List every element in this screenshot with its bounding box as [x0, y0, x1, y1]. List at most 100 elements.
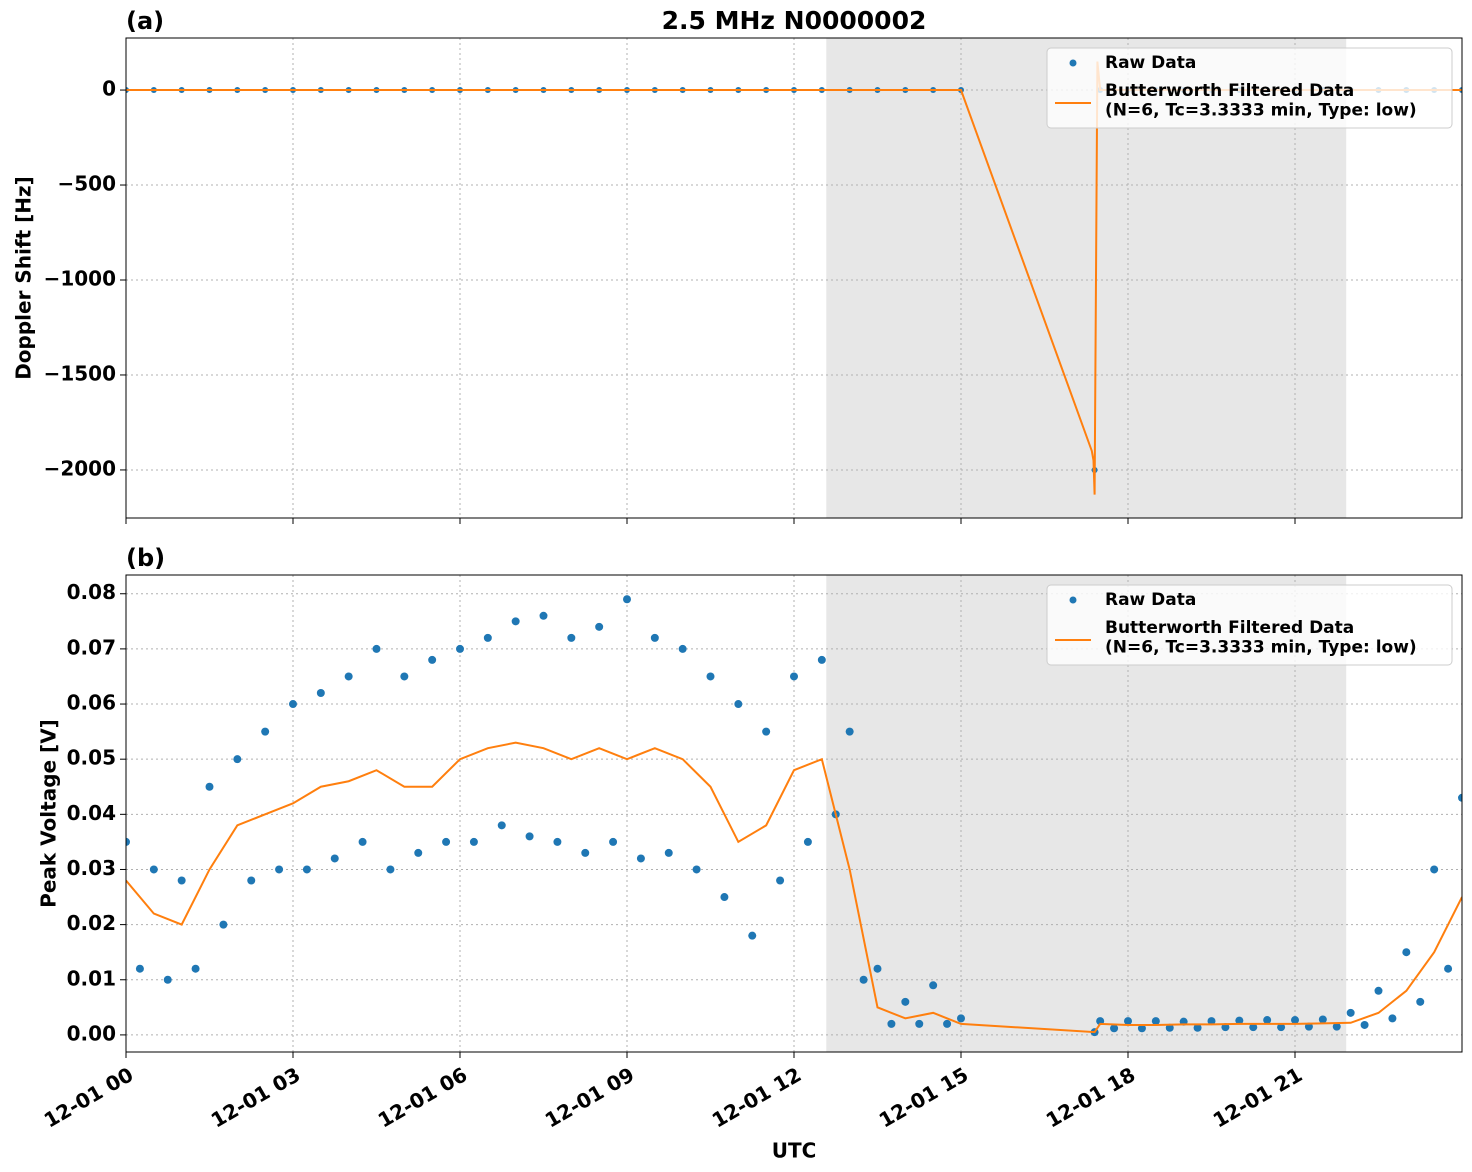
raw-point	[511, 617, 520, 626]
raw-point	[692, 865, 701, 874]
raw-point	[1207, 1017, 1216, 1026]
raw-point	[929, 981, 938, 990]
raw-point	[1318, 1015, 1327, 1024]
y-tick-label: 0.02	[67, 911, 116, 935]
x-tick-label: 12-01 15	[875, 1062, 973, 1132]
raw-point	[915, 1019, 924, 1028]
y-tick-label: 0.00	[67, 1021, 116, 1045]
raw-point	[386, 865, 395, 874]
raw-point	[497, 821, 506, 830]
raw-point	[219, 920, 228, 929]
legend-label: Butterworth Filtered Data (N=6, Tc=3.3333…	[1105, 618, 1417, 658]
plot-frame	[125, 574, 1463, 1053]
y-axis-title: Doppler Shift [Hz]	[12, 176, 36, 380]
legend-label: Butterworth Filtered Data (N=6, Tc=3.3333…	[1105, 81, 1417, 121]
raw-point	[1430, 865, 1439, 874]
raw-point	[901, 997, 910, 1006]
chart-title: 2.5 MHz N0000002	[662, 6, 927, 35]
raw-point	[776, 876, 785, 885]
raw-point	[859, 975, 868, 984]
raw-point	[720, 893, 729, 902]
panel-label: (a)	[126, 7, 164, 35]
x-tick-label: 12-01 12	[708, 1062, 806, 1132]
raw-point	[943, 1019, 952, 1028]
raw-point	[1193, 1023, 1202, 1032]
raw-point	[1374, 986, 1383, 995]
raw-point	[1137, 1024, 1146, 1033]
y-tick-label: −1000	[44, 266, 116, 290]
raw-point	[1110, 1024, 1119, 1033]
raw-point	[247, 876, 256, 885]
y-tick-label: −2000	[44, 456, 116, 480]
raw-point	[205, 782, 214, 791]
raw-point	[1458, 793, 1462, 802]
raw-point	[400, 672, 409, 681]
raw-point	[581, 848, 590, 857]
raw-point	[126, 837, 130, 846]
raw-point	[372, 644, 381, 653]
x-tick-label: 12-01 18	[1042, 1062, 1140, 1132]
panel-label: (b)	[126, 544, 165, 572]
y-axis-title: Peak Voltage [V]	[37, 719, 61, 908]
raw-point	[1124, 1017, 1132, 1026]
raw-point	[414, 848, 423, 857]
raw-point	[135, 964, 144, 973]
raw-point	[302, 865, 311, 874]
x-axis-title: UTC	[772, 1139, 817, 1163]
raw-point	[1416, 997, 1425, 1006]
legend-marker	[1069, 59, 1077, 67]
y-tick-label: 0.01	[67, 966, 116, 990]
raw-point	[817, 655, 826, 664]
raw-point	[650, 633, 659, 642]
raw-point	[1444, 964, 1453, 973]
raw-point	[1332, 1022, 1341, 1031]
x-tick-label: 12-01 21	[1209, 1062, 1307, 1132]
raw-point	[1263, 1016, 1272, 1025]
raw-point	[330, 854, 339, 863]
plot-frame	[125, 37, 1463, 519]
raw-point	[1151, 1017, 1160, 1026]
raw-point	[316, 689, 325, 698]
legend-label: Raw Data	[1105, 590, 1196, 610]
y-tick-label: 0	[102, 77, 116, 101]
raw-point	[957, 1014, 965, 1023]
legend-box	[1046, 47, 1453, 129]
legend-label: Raw Data	[1105, 53, 1196, 73]
raw-point	[678, 644, 687, 653]
raw-point	[428, 655, 437, 664]
legend-marker	[1069, 596, 1077, 604]
raw-point	[191, 964, 200, 973]
raw-point	[790, 672, 798, 681]
plot-area	[126, 595, 1462, 1037]
raw-point	[289, 700, 297, 709]
x-tick-label: 12-01 06	[374, 1062, 472, 1132]
raw-point	[344, 672, 353, 681]
raw-point	[706, 672, 715, 681]
raw-point	[845, 727, 854, 736]
y-tick-label: 0.08	[67, 580, 116, 604]
x-tick-label: 12-01 09	[541, 1062, 639, 1132]
raw-point	[539, 611, 548, 620]
raw-point	[664, 848, 673, 857]
raw-point	[525, 832, 534, 841]
raw-point	[762, 727, 771, 736]
raw-point	[261, 727, 270, 736]
raw-point	[233, 755, 242, 764]
x-tick-label: 12-01 00	[40, 1062, 138, 1132]
raw-point	[609, 837, 618, 846]
raw-point	[1277, 1023, 1286, 1032]
raw-point	[636, 854, 645, 863]
raw-point	[1388, 1014, 1397, 1023]
y-tick-label: 0.07	[67, 635, 116, 659]
raw-point	[748, 931, 757, 940]
raw-point	[163, 975, 172, 984]
raw-point	[595, 622, 604, 631]
raw-point	[149, 865, 158, 874]
raw-point	[553, 837, 562, 846]
raw-point	[734, 700, 743, 709]
raw-point	[1249, 1023, 1258, 1032]
x-tick-label: 12-01 03	[207, 1062, 305, 1132]
raw-point	[442, 837, 451, 846]
